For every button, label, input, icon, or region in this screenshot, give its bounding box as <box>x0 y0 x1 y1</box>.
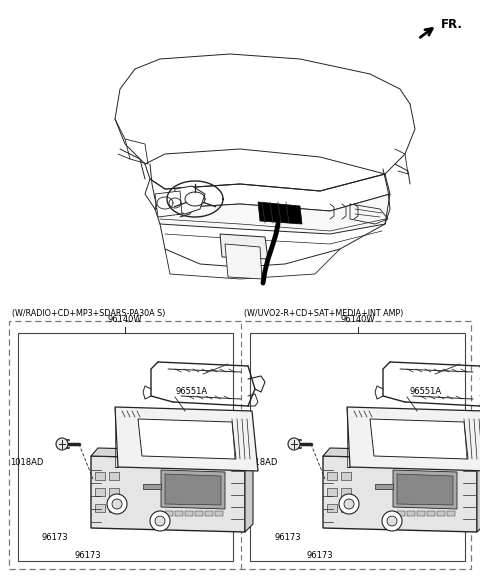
Text: 1018AD: 1018AD <box>244 458 277 467</box>
Circle shape <box>339 494 359 514</box>
Circle shape <box>56 438 68 450</box>
Text: FR.: FR. <box>441 19 463 31</box>
Bar <box>397 511 405 516</box>
Circle shape <box>344 499 354 509</box>
Bar <box>437 511 445 516</box>
Polygon shape <box>138 419 236 459</box>
Polygon shape <box>370 419 468 459</box>
Bar <box>109 488 119 496</box>
Bar <box>327 488 337 496</box>
Bar <box>18 333 233 561</box>
Polygon shape <box>91 448 253 460</box>
Polygon shape <box>172 186 205 214</box>
Text: 96173: 96173 <box>275 533 301 542</box>
Polygon shape <box>220 234 268 259</box>
Bar <box>341 488 351 496</box>
Polygon shape <box>143 484 161 489</box>
Text: (W/UVO2-R+CD+SAT+MEDIA+INT AMP): (W/UVO2-R+CD+SAT+MEDIA+INT AMP) <box>244 309 403 318</box>
Bar <box>427 511 435 516</box>
Bar <box>109 472 119 480</box>
Bar <box>195 511 203 516</box>
Polygon shape <box>323 448 480 460</box>
Bar <box>215 511 223 516</box>
Polygon shape <box>323 456 477 532</box>
Bar <box>341 504 351 512</box>
Bar <box>205 511 213 516</box>
Polygon shape <box>115 407 258 471</box>
Circle shape <box>150 511 170 531</box>
Bar <box>250 333 465 561</box>
Text: 96173: 96173 <box>75 551 101 560</box>
Bar <box>327 504 337 512</box>
Bar <box>175 511 183 516</box>
Polygon shape <box>165 474 221 505</box>
Text: 96140W: 96140W <box>341 315 375 324</box>
Polygon shape <box>225 244 262 279</box>
Text: 96100S: 96100S <box>363 425 395 434</box>
Bar <box>327 472 337 480</box>
Bar <box>95 504 105 512</box>
Bar <box>341 472 351 480</box>
Text: 1018AD: 1018AD <box>10 458 43 467</box>
Bar <box>95 488 105 496</box>
Polygon shape <box>161 470 225 509</box>
Bar <box>95 472 105 480</box>
Bar <box>407 511 415 516</box>
Circle shape <box>155 516 165 526</box>
Bar <box>417 511 425 516</box>
Polygon shape <box>375 484 393 489</box>
Circle shape <box>107 494 127 514</box>
Bar <box>165 511 173 516</box>
Circle shape <box>382 511 402 531</box>
Text: 96173: 96173 <box>307 551 333 560</box>
Polygon shape <box>347 407 480 471</box>
Polygon shape <box>397 474 453 505</box>
Polygon shape <box>258 202 302 224</box>
Bar <box>447 511 455 516</box>
Polygon shape <box>91 456 245 532</box>
Polygon shape <box>393 470 457 509</box>
Polygon shape <box>155 191 182 217</box>
Circle shape <box>112 499 122 509</box>
Bar <box>109 504 119 512</box>
Text: 96140W: 96140W <box>108 315 142 324</box>
Polygon shape <box>155 194 390 234</box>
Circle shape <box>387 516 397 526</box>
Text: 96100S: 96100S <box>130 425 162 434</box>
Text: 96551A: 96551A <box>175 387 207 396</box>
Bar <box>185 511 193 516</box>
Polygon shape <box>245 452 253 532</box>
Bar <box>9 321 471 569</box>
Text: 96173: 96173 <box>42 533 68 542</box>
Text: (W/RADIO+CD+MP3+SDARS-PA30A S): (W/RADIO+CD+MP3+SDARS-PA30A S) <box>12 309 166 318</box>
Text: 96551A: 96551A <box>410 387 442 396</box>
Circle shape <box>288 438 300 450</box>
Polygon shape <box>477 452 480 532</box>
